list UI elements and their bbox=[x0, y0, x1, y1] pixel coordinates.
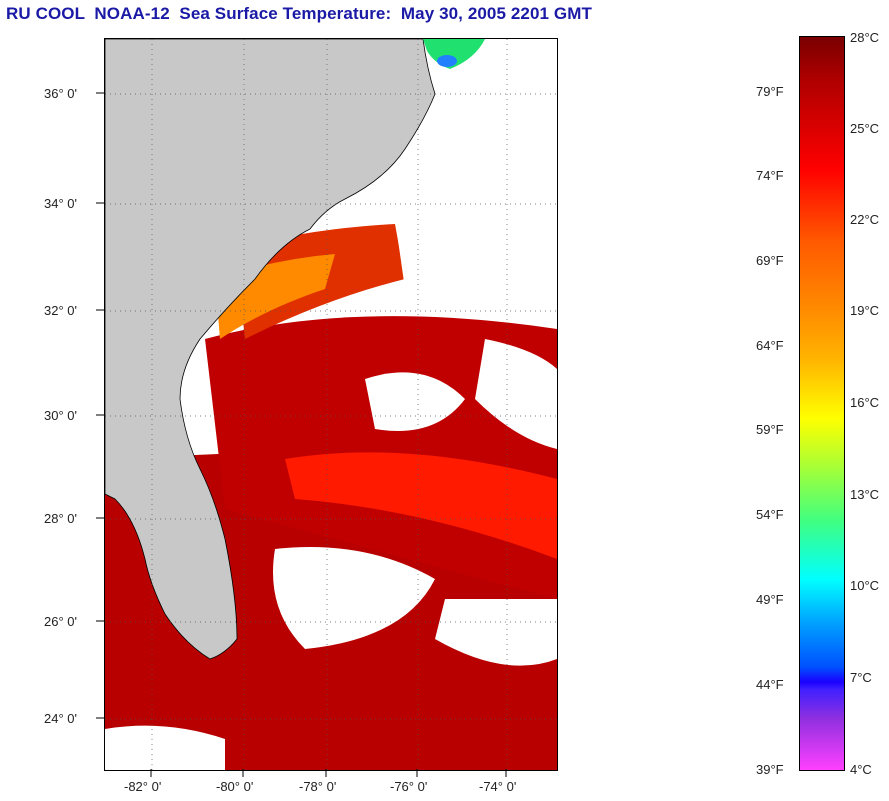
lon-label-76: -76° 0' bbox=[390, 779, 428, 794]
lon-label-80: -80° 0' bbox=[216, 779, 254, 794]
colorbar-f-label-49: 49°F bbox=[756, 592, 784, 607]
lat-label-34: 34° 0' bbox=[44, 196, 77, 211]
lat-label-24: 24° 0' bbox=[44, 711, 77, 726]
temperature-colorbar bbox=[799, 36, 845, 771]
colorbar-f-label-44: 44°F bbox=[756, 677, 784, 692]
colorbar-c-label-13: 13°C bbox=[850, 487, 880, 502]
colorbar-f-label-54: 54°F bbox=[756, 507, 784, 522]
lon-label-82: -82° 0' bbox=[124, 779, 162, 794]
land-us-southeast bbox=[105, 39, 436, 660]
colorbar-c-label-10: 10°C bbox=[850, 578, 880, 593]
colorbar-c-label-19: 19°C bbox=[850, 303, 880, 318]
sst-map-canvas bbox=[105, 39, 557, 770]
cloud-patch-east bbox=[475, 339, 557, 449]
cloud-patch-north bbox=[355, 39, 557, 319]
lat-label-30: 30° 0' bbox=[44, 408, 77, 423]
colorbar-f-label-59: 59°F bbox=[756, 422, 784, 437]
colorbar-c-label-16: 16°C bbox=[850, 395, 880, 410]
lon-label-78: -78° 0' bbox=[299, 779, 337, 794]
lat-label-32: 32° 0' bbox=[44, 303, 77, 318]
sst-map bbox=[104, 38, 558, 771]
colorbar-f-label-39: 39°F bbox=[756, 762, 784, 777]
colorbar-f-label-64: 64°F bbox=[756, 338, 784, 353]
lon-label-74: -74° 0' bbox=[479, 779, 517, 794]
sst-blue-spot bbox=[437, 55, 457, 67]
cloud-patch-bahamas bbox=[273, 547, 435, 649]
map-title: RU COOL NOAA-12 Sea Surface Temperature:… bbox=[6, 4, 592, 23]
colorbar-c-label-7: 7°C bbox=[850, 670, 872, 685]
cloud-patch-southwest bbox=[105, 725, 225, 770]
lat-label-36: 36° 0' bbox=[44, 86, 77, 101]
colorbar-f-label-79: 79°F bbox=[756, 84, 784, 99]
lat-label-26: 26° 0' bbox=[44, 614, 77, 629]
colorbar-f-label-69: 69°F bbox=[756, 253, 784, 268]
sst-hot-streaks bbox=[285, 452, 557, 559]
colorbar-c-label-25: 25°C bbox=[850, 121, 880, 136]
cloud-patch-southeast bbox=[435, 599, 557, 666]
lat-label-28: 28° 0' bbox=[44, 511, 77, 526]
map-grid bbox=[105, 39, 557, 770]
colorbar-c-label-4: 4°C bbox=[850, 762, 872, 777]
colorbar-f-label-74: 74°F bbox=[756, 168, 784, 183]
colorbar-c-label-22: 22°C bbox=[850, 212, 880, 227]
colorbar-c-label-28: 28°C bbox=[850, 30, 880, 45]
